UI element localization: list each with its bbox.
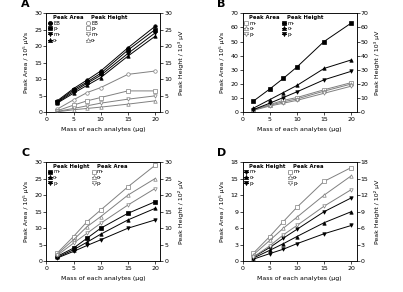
Y-axis label: Peak Area / 10⁵ μVs: Peak Area / 10⁵ μVs — [23, 32, 29, 93]
Y-axis label: Peak Height / 10³ μV: Peak Height / 10³ μV — [374, 31, 380, 95]
X-axis label: Mass of each analytes (μg): Mass of each analytes (μg) — [257, 127, 342, 132]
Y-axis label: Peak Area / 10⁵ μVs: Peak Area / 10⁵ μVs — [219, 32, 225, 93]
Text: A: A — [21, 0, 30, 9]
Legend: Peak Area, m-, o-, p-, Peak Height, m-, o-, p-: Peak Area, m-, o-, p-, Peak Height, m-, … — [244, 14, 324, 38]
Y-axis label: Peak Height / 10² μV: Peak Height / 10² μV — [374, 180, 380, 244]
Legend: Peak Area, EB, p-, m-, o-, Peak Height, EB, p-, m-, o-: Peak Area, EB, p-, m-, o-, Peak Height, … — [48, 14, 128, 44]
Y-axis label: Peak Height / 10³ μV: Peak Height / 10³ μV — [178, 31, 184, 95]
Legend: Peak Height, m-, o-, p-, Peak Area, m-, o-, p-: Peak Height, m-, o-, p-, Peak Area, m-, … — [48, 163, 128, 187]
Legend: Peak Height, m-, o-, p-, Peak Area, m-, o-, p-: Peak Height, m-, o-, p-, Peak Area, m-, … — [244, 163, 324, 187]
X-axis label: Mass of each analytes (μg): Mass of each analytes (μg) — [61, 276, 146, 281]
Y-axis label: Peak Area / 10⁵ μVs: Peak Area / 10⁵ μVs — [23, 181, 29, 242]
X-axis label: Mass of each analytes (μg): Mass of each analytes (μg) — [257, 276, 342, 281]
Text: D: D — [218, 148, 227, 158]
Text: B: B — [218, 0, 226, 9]
Y-axis label: Peak Area / 10⁵ μVs: Peak Area / 10⁵ μVs — [219, 181, 225, 242]
Y-axis label: Peak Height / 10² μV: Peak Height / 10² μV — [178, 180, 184, 244]
Text: C: C — [21, 148, 29, 158]
X-axis label: Mass of each analytes (μg): Mass of each analytes (μg) — [61, 127, 146, 132]
